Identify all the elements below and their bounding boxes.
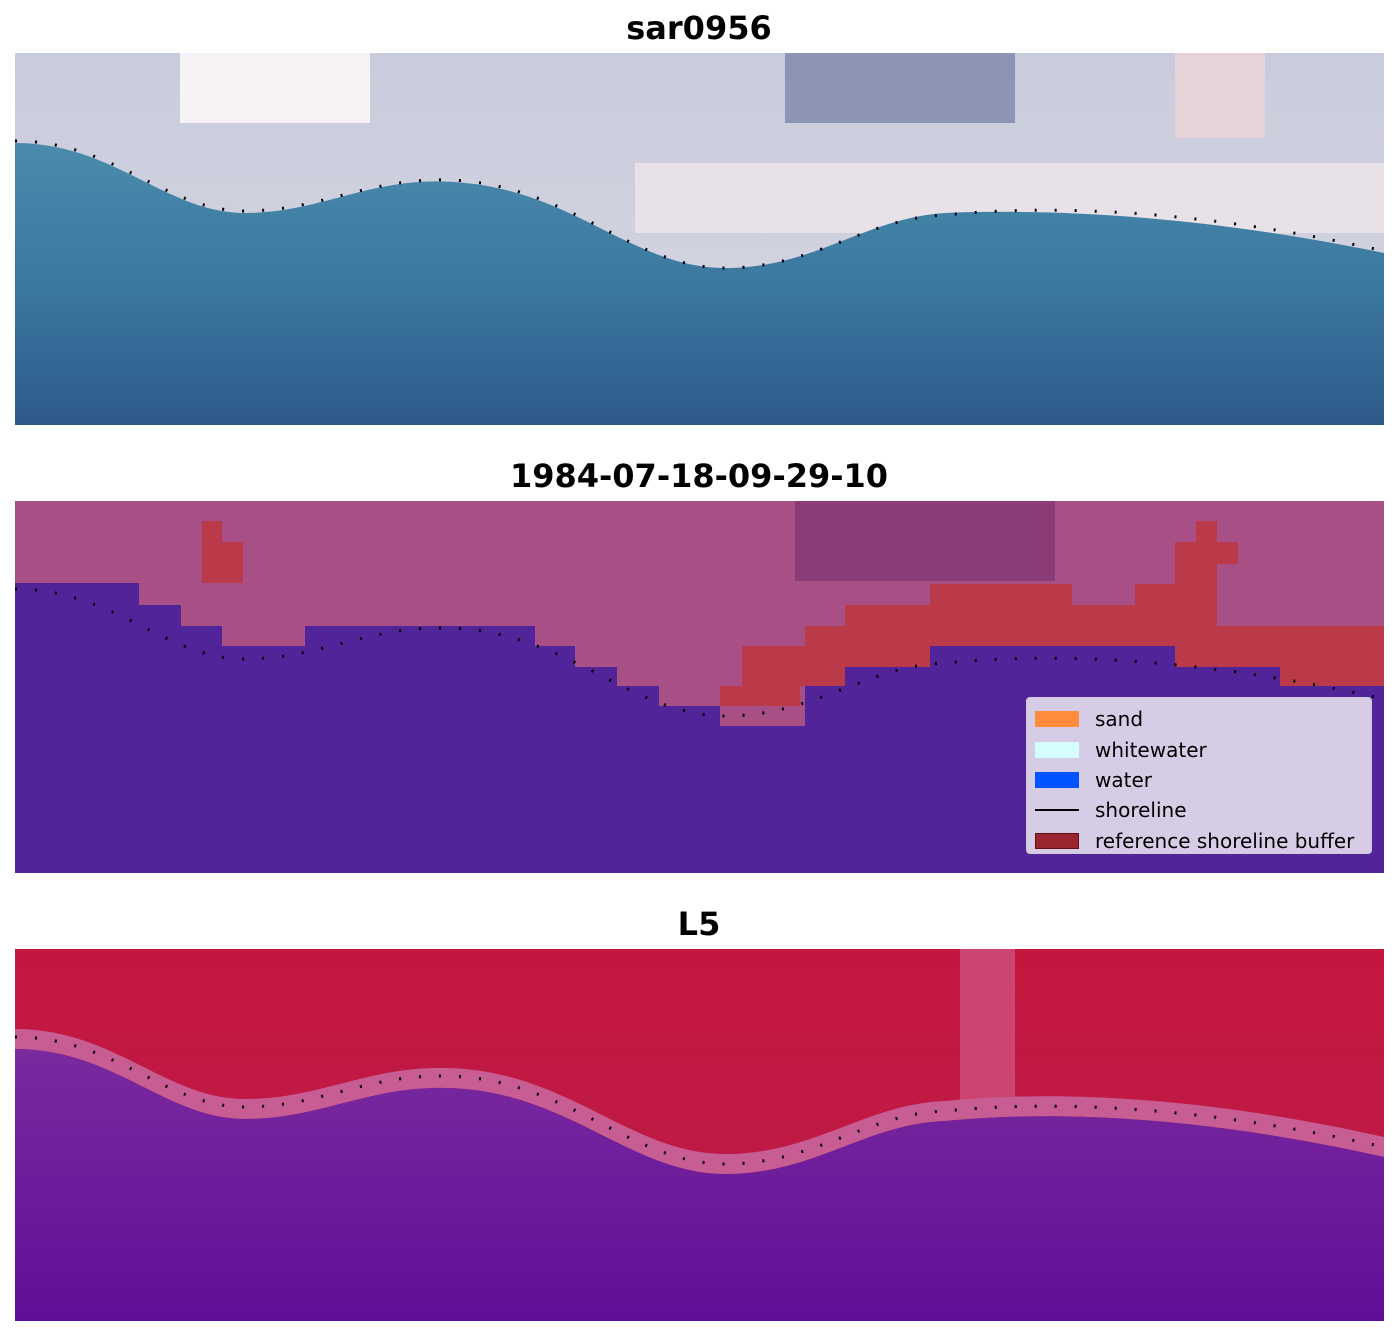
legend-item-whitewater: whitewater bbox=[1035, 734, 1363, 764]
darker-land-patch bbox=[795, 501, 1055, 581]
legend-item-reference-shoreline-buffer: reference shoreline buffer bbox=[1035, 826, 1363, 856]
index-panel bbox=[15, 949, 1384, 1321]
water-swatch bbox=[1035, 771, 1079, 788]
legend-label: shoreline bbox=[1095, 798, 1187, 823]
legend-label: sand bbox=[1095, 707, 1144, 732]
panel-title-image: sar0956 bbox=[626, 9, 772, 47]
dark-patch bbox=[785, 53, 1015, 123]
bright-cloud bbox=[180, 53, 370, 123]
buffer-swatch bbox=[1035, 832, 1079, 849]
legend-item-shoreline: shoreline bbox=[1035, 795, 1363, 825]
buffer-patch-left bbox=[202, 521, 243, 583]
legend-item-sand: sand bbox=[1035, 704, 1363, 734]
index-stripe bbox=[960, 949, 1015, 1109]
warm-patch bbox=[1175, 53, 1265, 138]
panel-title-index: L5 bbox=[677, 905, 721, 943]
legend-label: whitewater bbox=[1095, 737, 1207, 762]
buffer-band bbox=[720, 521, 1384, 706]
legend-item-water: water bbox=[1035, 765, 1363, 795]
satellite-image-panel bbox=[15, 53, 1384, 425]
transition-band bbox=[15, 1029, 1384, 1174]
water-index-area bbox=[15, 1049, 1384, 1321]
water-area bbox=[15, 143, 1384, 425]
legend: sand whitewater water shoreline referenc… bbox=[1026, 697, 1372, 854]
whitewater-swatch bbox=[1035, 741, 1079, 758]
sand-swatch bbox=[1035, 711, 1079, 728]
legend-label: reference shoreline buffer bbox=[1095, 828, 1355, 853]
shoreline-line-swatch bbox=[1035, 809, 1079, 812]
legend-label: water bbox=[1095, 767, 1152, 792]
panel-title-classification: 1984-07-18-09-29-10 bbox=[509, 457, 889, 495]
